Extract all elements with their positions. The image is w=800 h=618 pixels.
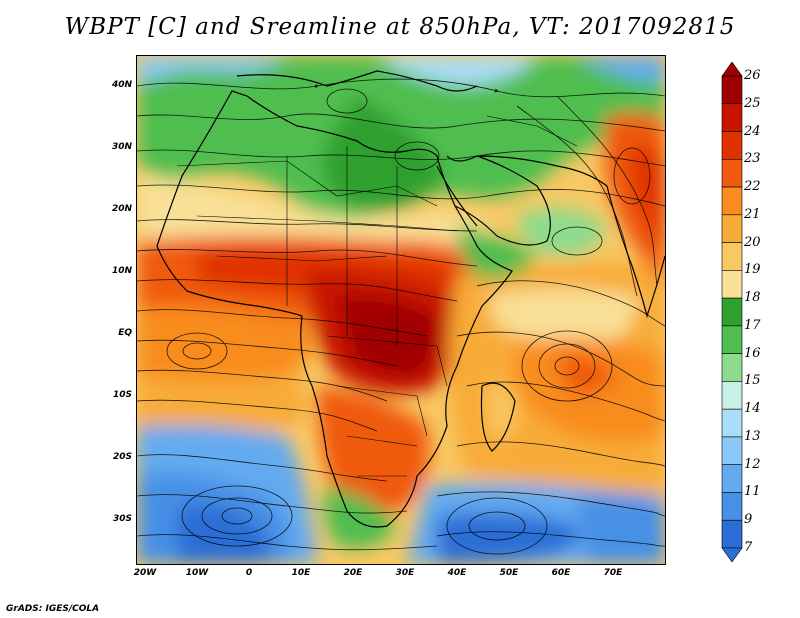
lon-label: 70E xyxy=(603,568,623,578)
streamlines xyxy=(137,78,665,555)
lon-label: 30E xyxy=(395,568,415,578)
lat-label: 10S xyxy=(112,390,132,400)
lat-label: 30N xyxy=(111,142,132,152)
colorbar-bottom-arrow xyxy=(721,547,743,562)
temperature-shading xyxy=(137,56,665,564)
colorbar-label: 11 xyxy=(744,484,761,500)
colorbar-label: 23 xyxy=(744,151,761,167)
colorbar-label: 13 xyxy=(744,428,761,444)
lat-label: 40N xyxy=(111,80,132,90)
colorbar-segment xyxy=(721,242,743,271)
lon-label: 60E xyxy=(551,568,571,578)
colorbar-label: 19 xyxy=(744,262,761,278)
lon-label: 40E xyxy=(447,568,467,578)
colorbar-label: 12 xyxy=(744,456,761,472)
chart-title: WBPT [C] and Sreamline at 850hPa, VT: 20… xyxy=(64,14,736,40)
map-panel xyxy=(136,55,666,565)
colorbar-segment xyxy=(721,297,743,327)
wbpt-field-map xyxy=(137,56,665,564)
lon-label: 50E xyxy=(499,568,519,578)
colorbar-label: 17 xyxy=(744,317,761,333)
lon-label: 0 xyxy=(245,568,253,578)
colorbar-segment xyxy=(721,381,743,410)
colorbar-label: 7 xyxy=(744,540,753,555)
colorbar-segment xyxy=(721,158,743,188)
colorbar-segment xyxy=(721,186,743,216)
lat-label: 10N xyxy=(111,266,132,276)
colorbar-segment xyxy=(721,325,743,354)
colorbar-label: 24 xyxy=(744,123,761,139)
lon-label: 20E xyxy=(343,568,363,578)
colorbar-label: 9 xyxy=(744,512,753,528)
colorbar-segment xyxy=(721,131,743,160)
colorbar-segment xyxy=(721,519,743,549)
colorbar-top-arrow xyxy=(721,62,743,77)
colorbar-label: 18 xyxy=(744,290,761,306)
colorbar-label: 21 xyxy=(744,206,761,222)
colorbar xyxy=(721,62,743,562)
colorbar-label: 20 xyxy=(744,234,761,250)
colorbar-segment xyxy=(721,436,743,466)
coastlines xyxy=(156,70,665,528)
colorbar-label: 14 xyxy=(744,401,761,417)
colorbar-label: 15 xyxy=(744,373,761,389)
colorbar-label: 22 xyxy=(744,179,761,195)
lat-label: 30S xyxy=(112,514,132,524)
lat-label: 20S xyxy=(112,452,132,462)
colorbar-label: 26 xyxy=(744,68,761,83)
grads-credit: GrADS: IGES/COLA xyxy=(6,604,100,614)
lon-label: 10E xyxy=(291,568,311,578)
colorbar-segment xyxy=(721,75,743,105)
colorbar-segment xyxy=(721,492,743,521)
colorbar-segment xyxy=(721,353,743,382)
colorbar-segment xyxy=(721,214,743,243)
colorbar-segment xyxy=(721,464,743,493)
colorbar-segment xyxy=(721,408,743,438)
colorbar-label: 25 xyxy=(744,95,761,111)
colorbar-segment xyxy=(721,103,743,132)
colorbar-label: 16 xyxy=(744,345,761,361)
lon-label: 20W xyxy=(133,568,157,578)
lon-label: 10W xyxy=(185,568,209,578)
lat-label: EQ xyxy=(118,328,132,338)
lat-label: 20N xyxy=(111,204,132,214)
colorbar-segment xyxy=(721,270,743,299)
